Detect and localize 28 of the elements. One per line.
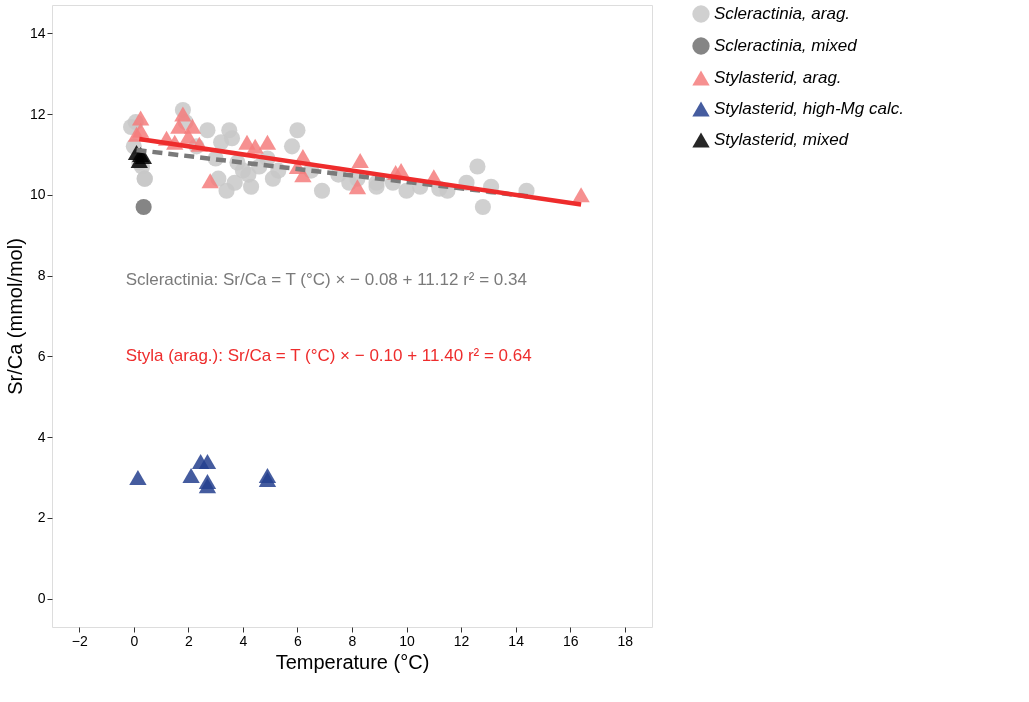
x-tick-label: 4 [239,632,248,649]
x-tick-label: 0 [130,632,139,649]
x-tick-label: 18 [617,632,634,649]
y-tick-label: 2 [37,509,46,526]
legend-label: Stylasterid, arag. [714,68,842,87]
y-tick-label: 12 [29,105,46,122]
y-tick-label: 14 [29,24,46,41]
x-tick-label: 2 [184,632,193,649]
x-tick-label: 8 [348,632,357,649]
legend-label: Scleractinia, mixed [714,36,858,55]
y-tick-label: 10 [29,186,46,203]
y-tick-label: 4 [37,428,46,445]
y-tick-label: 0 [37,590,46,607]
x-tick-label: 14 [508,632,525,649]
legend-label: Stylasterid, mixed [714,130,849,149]
x-tick-label: 12 [453,632,470,649]
x-tick-label: 16 [562,632,579,649]
y-tick-label: 6 [37,347,46,364]
annotation: Styla (arag.): Sr/Ca = T (°C) × − 0.10 + 11.40 r² = 0.64 [125,346,532,366]
y-tick-label: 8 [37,267,46,284]
x-tick-label: 6 [294,632,303,649]
x-tick-label: −2 [71,632,88,649]
x-axis-title: Temperature (°C) [275,650,430,673]
x-tick-label: 10 [399,632,416,649]
legend-label: Stylasterid, high-Mg calc. [714,99,904,118]
legend-label: Scleractinia, arag. [714,4,851,23]
y-axis-title: Sr/Ca (mmol/mol) [3,238,26,395]
annotation: Scleractinia: Sr/Ca = T (°C) × − 0.08 + 11.12 r² = 0.34 [125,269,527,289]
